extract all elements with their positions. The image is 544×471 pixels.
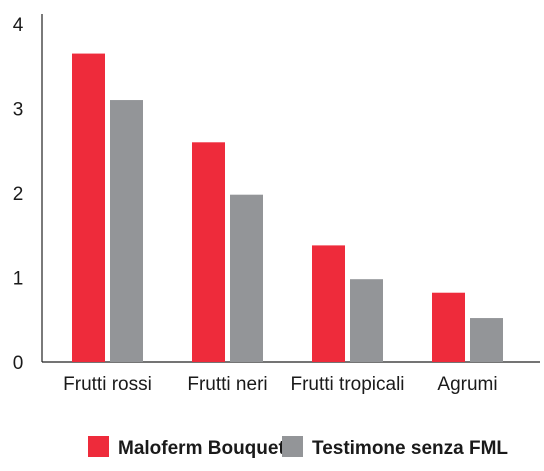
y-axis: 0 1 2 3 4 bbox=[13, 14, 43, 374]
bar-series-2 bbox=[470, 318, 503, 362]
legend-swatch bbox=[282, 436, 303, 457]
y-tick-label: 1 bbox=[13, 269, 24, 290]
x-axis: Frutti rossi Frutti neri Frutti tropicali A… bbox=[42, 361, 540, 395]
legend: Maloferm Bouquet Testimone senza FML bbox=[88, 436, 508, 459]
bar-series-1 bbox=[432, 292, 465, 362]
bar-series-1 bbox=[312, 245, 345, 362]
x-category-label: Frutti neri bbox=[187, 374, 267, 395]
x-category-label: Frutti tropicali bbox=[290, 374, 404, 395]
legend-swatch bbox=[88, 436, 109, 457]
y-tick-label: 4 bbox=[13, 15, 24, 36]
y-tick-label: 0 bbox=[13, 353, 24, 374]
bars bbox=[72, 53, 503, 363]
bar-series-2 bbox=[110, 100, 143, 363]
y-tick-labels: 0 1 2 3 4 bbox=[13, 15, 24, 374]
x-category-label: Frutti rossi bbox=[63, 374, 152, 395]
legend-label: Testimone senza FML bbox=[312, 438, 508, 459]
y-tick-label: 2 bbox=[13, 184, 24, 205]
bar-series-1 bbox=[192, 142, 225, 362]
y-tick-label: 3 bbox=[13, 100, 24, 121]
x-category-labels: Frutti rossi Frutti neri Frutti tropicali A… bbox=[63, 374, 497, 395]
legend-label: Maloferm Bouquet bbox=[118, 438, 285, 459]
x-category-label: Agrumi bbox=[437, 374, 497, 395]
bar-series-2 bbox=[350, 279, 383, 362]
bar-series-1 bbox=[72, 53, 105, 362]
bar-series-2 bbox=[230, 194, 263, 362]
